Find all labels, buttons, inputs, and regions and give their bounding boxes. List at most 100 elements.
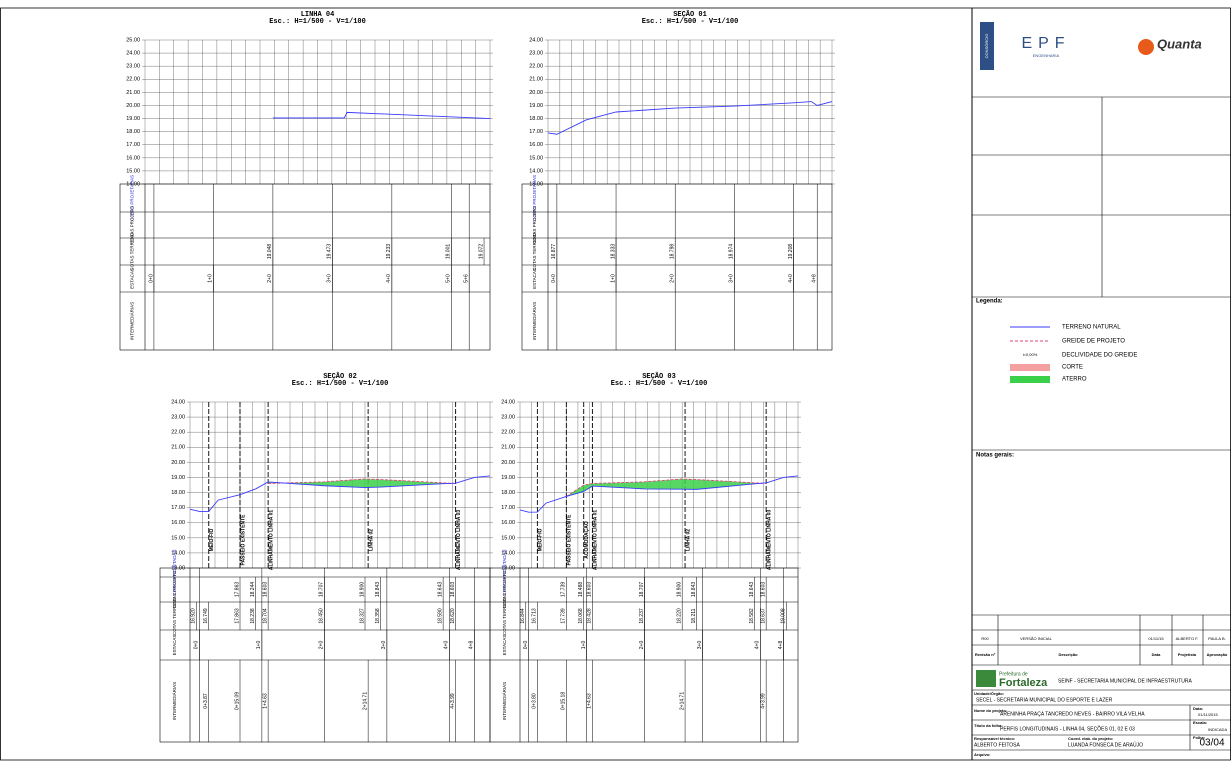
row-label: COTAS PROJETADAS [502, 549, 507, 595]
row-label: ESTACAS [502, 635, 507, 656]
station: 4+0 [788, 274, 794, 283]
cota-terreno: 18.428 [587, 608, 593, 624]
station: 3+0 [381, 641, 387, 650]
row-label: ESTACAS [172, 635, 177, 656]
cota-projeto: 18.603 [450, 582, 456, 598]
intermediaria: 1+4.63 [587, 693, 593, 709]
intermediaria: 4+3.99 [450, 693, 456, 709]
field-value: INDICADA [1208, 727, 1227, 732]
terreno-natural [272, 111, 491, 119]
fortaleza: Fortaleza [999, 677, 1048, 689]
station: 2+0 [670, 274, 676, 283]
intermediaria: 2+14.71 [679, 692, 685, 710]
y-tick-label: 15.00 [171, 535, 185, 541]
legend-swatch [1010, 364, 1050, 371]
station: 5+0 [446, 274, 452, 283]
cota-projeto: 18.643 [749, 582, 755, 598]
station: 4+8 [469, 641, 475, 650]
intermediaria: 4+3.99 [760, 693, 766, 709]
y-tick-label: 22.00 [529, 64, 543, 70]
cota-terreno: 19.233 [386, 244, 392, 260]
cota-terreno: 18.450 [319, 608, 325, 624]
section-marker-label: LINHA 02 [685, 529, 691, 551]
legend-item: ATERRO [1062, 377, 1087, 383]
cota-terreno: 19.473 [327, 244, 333, 260]
terreno-natural [189, 475, 491, 512]
y-tick-label: 17.00 [171, 505, 185, 511]
station: 3+0 [327, 274, 333, 283]
panel-scale: Esc.: H=1/500 - V=1/100 [642, 18, 739, 26]
row-label: INTERMEDIÁRIAS [171, 682, 177, 720]
row-label: INTERMEDIÁRIAS [501, 682, 507, 720]
cota-projeto: 18.707 [639, 582, 645, 598]
field-label: Folha: [1193, 735, 1205, 740]
field-label: Arquivo: [974, 752, 990, 757]
cota-terreno: 16.749 [203, 608, 209, 624]
cota-terreno: 18.068 [578, 608, 584, 624]
row-label: COTAS TERRENO [532, 232, 537, 271]
legend-item: TERRENO NATURAL [1062, 325, 1121, 331]
quanta-mark [1138, 39, 1154, 55]
field-label: Escala: [1193, 720, 1207, 725]
cota-projeto: 18.707 [319, 582, 325, 598]
station: 4+0 [444, 641, 450, 650]
legend-swatch [1010, 376, 1050, 383]
cota-terreno: 17.863 [234, 608, 240, 624]
cota-terreno: 19.072 [478, 244, 484, 260]
y-tick-label: 19.00 [501, 475, 515, 481]
terreno-natural [519, 475, 799, 513]
cota-terreno: 18.333 [610, 244, 616, 260]
station: 4+8 [812, 274, 818, 283]
y-tick-label: 22.00 [501, 430, 515, 436]
intermediaria: 0+15.09 [234, 692, 240, 710]
y-tick-label: 18.00 [529, 116, 543, 122]
field-label: Título da folha: [974, 723, 1003, 728]
y-tick-label: 13.00 [171, 565, 185, 571]
station: 0+0 [523, 641, 529, 650]
field-value: SECEL - SECRETARIA MUNICIPAL DO ESPORTE … [976, 697, 1113, 703]
cota-projeto: 18.900 [676, 582, 682, 598]
cota-projeto: 18.488 [578, 582, 584, 598]
section-marker-label: LINHA 02 [368, 529, 374, 551]
city-emblem [976, 670, 996, 687]
y-tick-label: 13.00 [501, 565, 515, 571]
cota-terreno: 16.877 [551, 244, 557, 260]
section-marker-label: ALINHAMENTO LINHA 03 [456, 510, 462, 571]
intermediaria: 1+4.63 [262, 693, 268, 709]
y-tick-label: 15.00 [501, 535, 515, 541]
row-label: ESTACAS [130, 268, 135, 289]
field-value: ALBERTO FEITOSA [974, 742, 1021, 748]
field-value: 01/11/2015 [1198, 712, 1218, 717]
section-marker-label: ACOMODAÇÃO [583, 521, 590, 559]
legend-slope-sample: i=0,00% [1023, 352, 1038, 357]
revision-header: Data [1152, 652, 1161, 657]
y-tick-label: 23.00 [529, 51, 543, 57]
panel-title: LINHA 04 [301, 11, 335, 19]
cota-projeto: 17.739 [561, 582, 567, 598]
station: 1+0 [256, 641, 262, 650]
cota-terreno: 18.237 [639, 608, 645, 624]
y-tick-label: 17.00 [501, 505, 515, 511]
revision-header: Revisão nº [975, 652, 996, 657]
legend-title: Legenda: [976, 299, 1003, 305]
cota-projeto: 18.843 [375, 582, 381, 598]
cota-terreno: 18.974 [729, 244, 735, 260]
station: 5+6 [464, 274, 470, 283]
station: 2+0 [319, 641, 325, 650]
y-tick-label: 20.00 [171, 460, 185, 466]
y-tick-label: 20.00 [126, 103, 140, 109]
cota-terreno: 18.220 [676, 608, 682, 624]
y-tick-label: 19.00 [126, 116, 140, 122]
y-tick-label: 18.00 [171, 490, 185, 496]
y-tick-label: 21.00 [126, 90, 140, 96]
station: 4+0 [386, 274, 392, 283]
revision-header: Descrição [1058, 652, 1078, 657]
consortium-band [980, 22, 994, 70]
panel-title: SEÇÃO 01 [673, 9, 707, 19]
notes-title: Notas gerais: [976, 453, 1014, 459]
legend-item: DECLIVIDADE DO GREIDE [1062, 353, 1137, 359]
revision-header: Projetista [1178, 652, 1197, 657]
epf-logo: EPF [1021, 35, 1070, 52]
station: 3+0 [729, 274, 735, 283]
y-tick-label: 20.00 [529, 90, 543, 96]
